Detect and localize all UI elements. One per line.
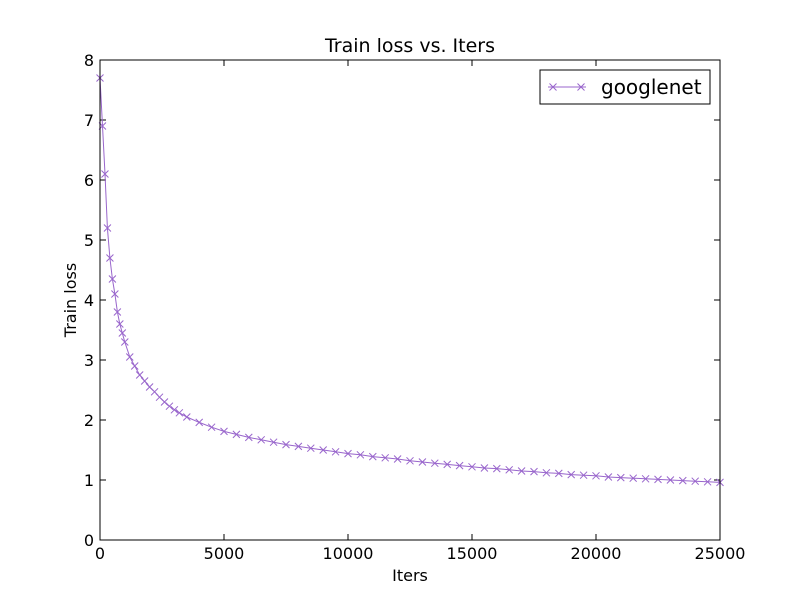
axis-ticks: 0 5000 10000 15000 20000 25000 0 1 2 3 4 5 6 7 8 — [84, 51, 746, 563]
data-point — [616, 473, 625, 482]
data-point — [505, 465, 514, 474]
x-axis-label: Iters — [392, 566, 428, 585]
data-point — [604, 473, 613, 481]
data-point — [430, 459, 439, 468]
data-point — [106, 254, 114, 262]
data-point — [418, 458, 427, 466]
data-point — [530, 467, 538, 476]
data-point — [269, 438, 278, 447]
data-point — [140, 377, 149, 385]
x-tick-label: 0 — [95, 544, 105, 563]
chart-title: Train loss vs. Iters — [324, 35, 495, 57]
x-tick-label: 10000 — [323, 544, 374, 563]
data-point — [542, 468, 551, 477]
x-tick-label: 25000 — [695, 544, 746, 563]
data-point — [108, 275, 117, 283]
y-tick-label: 4 — [84, 291, 94, 310]
data-point — [381, 453, 390, 462]
legend: googlenet — [539, 69, 711, 105]
data-point — [220, 427, 228, 436]
plot-frame — [99, 59, 721, 541]
data-point — [257, 435, 266, 444]
x-tick-label: 5000 — [204, 544, 245, 563]
data-point — [368, 452, 377, 461]
y-tick-label: 6 — [84, 171, 94, 190]
data-point — [175, 408, 184, 417]
data-point — [232, 430, 241, 439]
y-tick-label: 7 — [84, 111, 94, 130]
data-point — [406, 456, 414, 465]
x-tick-label: 20000 — [571, 544, 622, 563]
data-point — [135, 371, 144, 379]
data-point — [443, 460, 452, 469]
legend-markers — [549, 83, 585, 91]
legend-label: googlenet — [601, 75, 702, 99]
x-tick-label: 15000 — [447, 544, 498, 563]
data-point — [344, 449, 352, 458]
data-point — [101, 170, 109, 178]
data-point — [306, 444, 315, 453]
data-point — [319, 446, 328, 454]
data-point — [455, 461, 464, 470]
data-point — [207, 423, 216, 432]
data-point — [118, 329, 127, 337]
data-point — [111, 290, 119, 298]
data-point — [468, 462, 476, 471]
data-point — [517, 467, 526, 475]
data-point — [554, 469, 563, 478]
data-point — [666, 476, 675, 484]
data-point — [393, 455, 402, 463]
legend-marker — [577, 83, 585, 91]
data-point — [120, 338, 129, 346]
data-point — [115, 320, 124, 328]
data-point — [691, 477, 700, 486]
data-point — [703, 477, 712, 486]
data-point — [182, 413, 191, 421]
data-point — [282, 440, 290, 449]
data-point — [678, 476, 687, 485]
data-point — [165, 402, 174, 411]
data-point — [356, 450, 365, 459]
y-tick-label: 2 — [84, 411, 94, 430]
series-layer — [96, 74, 724, 487]
y-axis-label: Train loss — [61, 263, 80, 338]
y-tick-label: 1 — [84, 471, 94, 490]
data-point — [195, 418, 204, 427]
data-point — [592, 471, 600, 480]
data-point — [103, 224, 112, 232]
y-tick-label: 0 — [84, 531, 94, 550]
y-tick-label: 5 — [84, 231, 94, 250]
data-point — [480, 464, 489, 472]
data-point — [641, 474, 650, 483]
y-tick-label: 3 — [84, 351, 94, 370]
data-point — [331, 447, 340, 456]
data-point — [125, 353, 134, 361]
data-point — [579, 471, 588, 480]
y-tick-label: 8 — [84, 51, 94, 70]
data-point — [492, 464, 501, 473]
data-point — [170, 405, 179, 414]
data-point — [113, 308, 122, 316]
data-point — [567, 470, 576, 479]
data-point — [244, 433, 253, 442]
data-point — [654, 475, 662, 484]
legend-marker — [549, 83, 557, 91]
data-point — [294, 442, 303, 451]
data-point — [160, 398, 169, 406]
series-line — [99, 77, 721, 483]
data-point — [130, 362, 139, 370]
data-point — [629, 474, 638, 483]
